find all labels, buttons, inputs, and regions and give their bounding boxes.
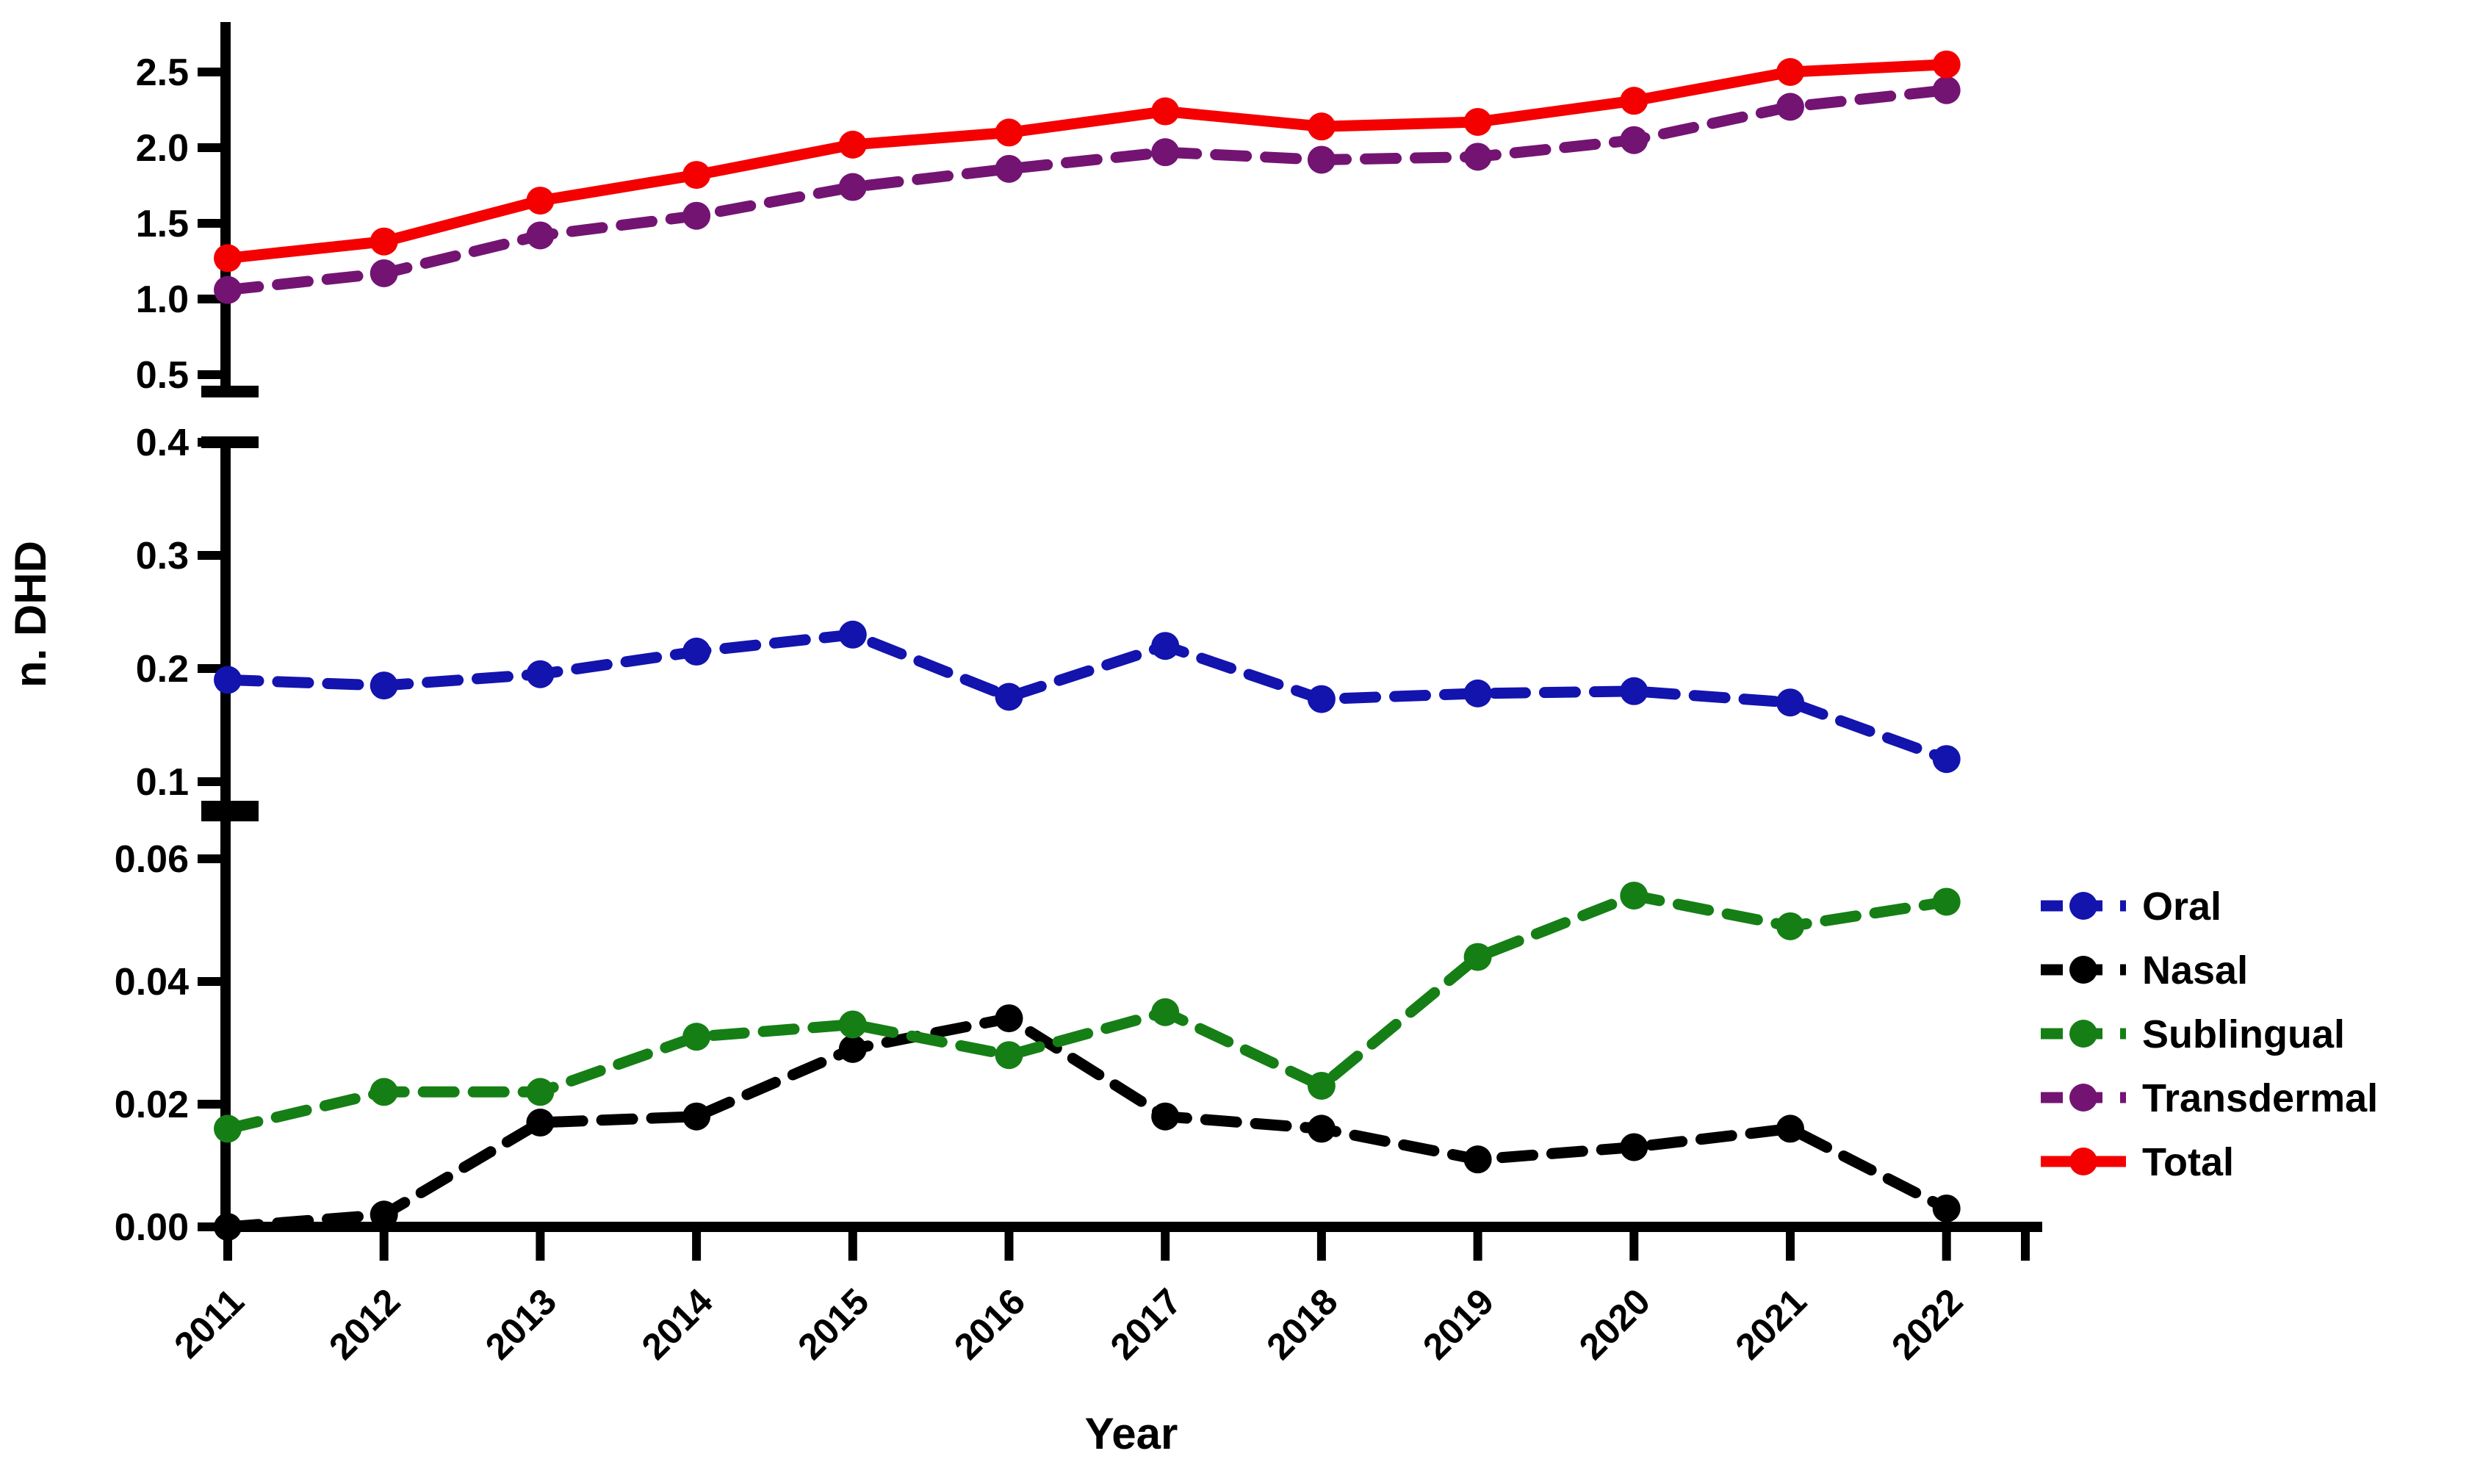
marker-transdermal-2022 (1932, 76, 1961, 104)
legend-label-transdermal: Transdermal (2142, 1076, 2378, 1120)
marker-transdermal-2015 (838, 173, 867, 201)
marker-transdermal-2019 (1463, 143, 1492, 171)
series-line-transdermal (222, 84, 1953, 296)
marker-oral-2021 (1776, 688, 1804, 717)
y-tick-label-lower-panel-0.04: 0.04 (115, 961, 189, 1004)
marker-sublingual-2011 (214, 1114, 242, 1143)
marker-sublingual-2018 (1307, 1071, 1336, 1100)
marker-nasal-2016 (995, 1004, 1023, 1033)
y-tick-label-lower-panel-0.02: 0.02 (115, 1084, 189, 1126)
marker-total-2021 (1776, 58, 1804, 86)
x-axis-title: Year (1085, 1409, 1178, 1458)
marker-nasal-2012 (370, 1200, 398, 1229)
y-tick-label-middle-panel-0.1: 0.1 (136, 761, 189, 804)
marker-total-2018 (1307, 112, 1336, 141)
marker-oral-2011 (214, 666, 242, 694)
legend-label-total: Total (2142, 1140, 2234, 1184)
marker-sublingual-2021 (1776, 912, 1804, 940)
legend-label-oral: Oral (2142, 885, 2221, 929)
y-tick-label-upper-panel-2.5: 2.5 (136, 51, 189, 94)
marker-transdermal-2018 (1307, 145, 1336, 174)
marker-sublingual-2017 (1151, 998, 1180, 1026)
legend-swatch-marker-transdermal (2069, 1084, 2097, 1112)
legend-label-sublingual: Sublingual (2142, 1012, 2345, 1056)
y-tick-label-middle-panel-0.4: 0.4 (136, 422, 189, 464)
y-tick-label-upper-panel-1.0: 1.0 (136, 278, 189, 321)
marker-nasal-2019 (1463, 1145, 1492, 1174)
marker-nasal-2011 (214, 1213, 242, 1241)
marker-transdermal-2017 (1151, 138, 1180, 167)
marker-total-2013 (526, 187, 555, 215)
marker-nasal-2021 (1776, 1114, 1804, 1143)
marker-nasal-2022 (1932, 1194, 1961, 1222)
marker-sublingual-2015 (838, 1010, 867, 1039)
y-tick-label-upper-panel-1.5: 1.5 (136, 203, 189, 245)
marker-oral-2019 (1463, 679, 1492, 707)
y-tick-label-upper-panel-0.5: 0.5 (136, 354, 189, 397)
marker-oral-2015 (838, 620, 867, 649)
y-tick-label-lower-panel-0.00: 0.00 (115, 1206, 189, 1249)
marker-oral-2014 (682, 637, 711, 666)
marker-total-2011 (214, 244, 242, 273)
marker-oral-2018 (1307, 685, 1336, 713)
marker-sublingual-2019 (1463, 943, 1492, 971)
marker-oral-2017 (1151, 632, 1180, 660)
marker-transdermal-2014 (682, 201, 711, 230)
series-line-oral (222, 629, 1953, 765)
marker-oral-2016 (995, 682, 1023, 711)
marker-oral-2022 (1932, 745, 1961, 774)
legend-swatch-marker-oral (2069, 892, 2097, 920)
marker-total-2014 (682, 161, 711, 190)
marker-transdermal-2016 (995, 154, 1023, 183)
marker-sublingual-2014 (682, 1023, 711, 1051)
marker-oral-2020 (1620, 677, 1648, 705)
marker-transdermal-2013 (526, 221, 555, 250)
marker-transdermal-2012 (370, 259, 398, 287)
marker-nasal-2020 (1620, 1133, 1648, 1161)
y-tick-label-middle-panel-0.3: 0.3 (136, 535, 189, 577)
marker-oral-2013 (526, 660, 555, 688)
y-axis-title: n. DHD (6, 541, 55, 688)
legend-swatch-marker-sublingual (2069, 1020, 2097, 1048)
marker-total-2017 (1151, 97, 1180, 126)
y-tick-label-upper-panel-2.0: 2.0 (136, 127, 189, 170)
series-line-sublingual (222, 890, 1953, 1134)
marker-sublingual-2013 (526, 1078, 555, 1106)
marker-total-2020 (1620, 87, 1648, 115)
marker-transdermal-2021 (1776, 93, 1804, 121)
marker-sublingual-2020 (1620, 882, 1648, 910)
marker-total-2016 (995, 118, 1023, 147)
marker-nasal-2017 (1151, 1102, 1180, 1131)
marker-total-2022 (1932, 50, 1961, 79)
y-tick-label-middle-panel-0.2: 0.2 (136, 648, 189, 691)
legend-label-nasal: Nasal (2142, 948, 2248, 993)
marker-sublingual-2016 (995, 1041, 1023, 1070)
marker-nasal-2015 (838, 1034, 867, 1063)
marker-transdermal-2020 (1620, 126, 1648, 154)
legend-swatch-marker-total (2069, 1148, 2097, 1175)
marker-total-2015 (838, 130, 867, 159)
marker-sublingual-2022 (1932, 887, 1961, 916)
marker-total-2012 (370, 227, 398, 256)
marker-nasal-2018 (1307, 1114, 1336, 1143)
marker-sublingual-2012 (370, 1078, 398, 1106)
marker-transdermal-2011 (214, 275, 242, 304)
marker-oral-2012 (370, 671, 398, 700)
legend-swatch-marker-nasal (2069, 956, 2097, 984)
marker-total-2019 (1463, 107, 1492, 136)
marker-nasal-2014 (682, 1102, 711, 1131)
marker-nasal-2013 (526, 1109, 555, 1137)
series-line-total (222, 59, 1953, 264)
series-line-nasal (222, 1012, 1953, 1233)
y-tick-label-lower-panel-0.06: 0.06 (115, 838, 189, 881)
